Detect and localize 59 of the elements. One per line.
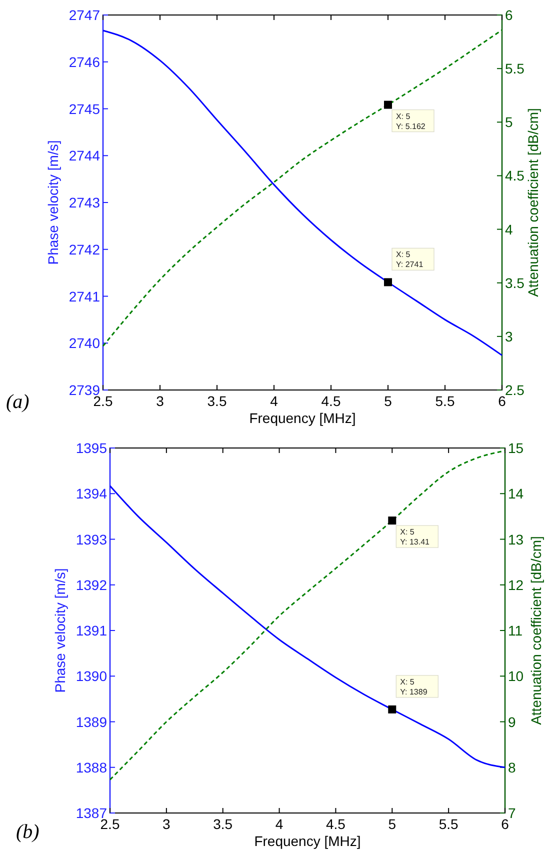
y-tick-label: 1394 (76, 486, 108, 502)
y2-tick-label: 9 (508, 714, 516, 730)
y-tick-label: 1393 (76, 531, 108, 548)
x-tick-label: 6 (498, 393, 506, 409)
y-tick-label: 1392 (76, 576, 108, 593)
y-tick-label: 1389 (76, 714, 108, 730)
y-tick-label: 2743 (68, 194, 100, 210)
y2-tick-label: 15 (508, 440, 524, 456)
y2-tick-label: 5 (505, 114, 513, 130)
y2-tick-label: 3 (505, 328, 513, 344)
y-tick-label: 1395 (76, 440, 108, 456)
x-tick-label: 4 (275, 816, 284, 832)
y2-tick-label: 2.5 (505, 382, 525, 398)
text: (b) (16, 821, 40, 843)
x-axis-title: Frequency [MHz] (254, 833, 361, 849)
x-tick-label: 5.5 (438, 816, 459, 832)
y-tick-label: 2745 (68, 100, 100, 117)
y-tick-label: 2744 (68, 148, 100, 164)
y-tick-label: 2746 (68, 54, 100, 70)
y-axis-title: Phase velocity [m/s] (45, 140, 61, 265)
y2-tick-label: 12 (508, 576, 524, 593)
annotation: X: 5 Y: 2741 (396, 250, 424, 270)
y2-tick-label: 4 (505, 221, 513, 238)
y2-tick-label: 7 (508, 805, 516, 821)
x-tick-label: 4 (270, 393, 278, 409)
x-tick-label: 5 (384, 393, 392, 409)
y-tick-label: 1388 (76, 759, 108, 776)
y-tick-label: 1390 (76, 668, 108, 684)
y-tick-label: 2741 (68, 288, 100, 304)
x-tick-label: 5.5 (435, 393, 455, 409)
y2-tick-label: 8 (508, 759, 516, 776)
y-tick-label: 2742 (68, 241, 100, 258)
y-tick-label: 2747 (68, 7, 100, 23)
annotation: X: 5 Y: 5.162 (396, 112, 426, 131)
annotation: X: 5 Y: 1389 (400, 677, 428, 696)
x-tick-label: 6 (501, 816, 510, 832)
x-tick-label: 5 (388, 816, 396, 832)
y2-tick-label: 6 (505, 7, 513, 23)
x-tick-label: 3 (156, 393, 164, 409)
x-tick-label: 3.5 (207, 393, 227, 409)
text: (a) (6, 391, 30, 413)
y2-tick-label: 3.5 (505, 274, 525, 291)
x-tick-label: 3 (162, 816, 171, 832)
y-tick-label: 1391 (76, 622, 108, 638)
y2-axis-title: Attenuation coefficient [dB/cm] (528, 536, 544, 725)
y2-tick-label: 10 (508, 668, 524, 684)
y2-tick-label: 11 (508, 622, 523, 638)
x-axis-title: Frequency [MHz] (249, 410, 356, 426)
y-tick-label: 2740 (68, 335, 100, 352)
x-tick-label: 3.5 (213, 816, 233, 832)
y2-tick-label: 4.5 (505, 168, 525, 184)
y2-tick-label: 14 (508, 486, 524, 502)
x-tick-label: 4.5 (326, 816, 346, 832)
y2-tick-label: 5.5 (505, 60, 525, 77)
annotation: X: 5 Y: 13.41 (400, 528, 430, 547)
y-axis-title: Phase velocity [m/s] (52, 568, 68, 693)
y2-axis-title: Attenuation coefficient [dB/cm] (525, 108, 541, 297)
y2-tick-label: 13 (508, 531, 524, 548)
x-tick-label: 4.5 (321, 393, 341, 409)
